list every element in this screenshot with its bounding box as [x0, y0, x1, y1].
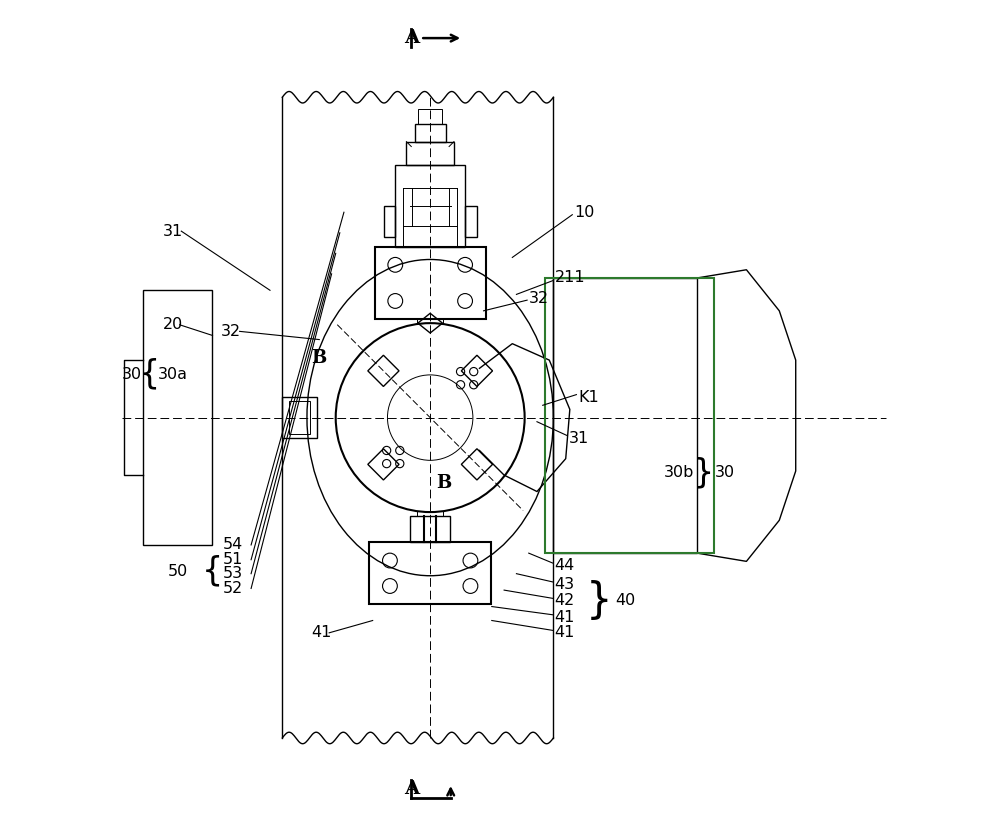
Bar — [384, 206, 395, 237]
Text: 54: 54 — [222, 538, 243, 552]
Text: B: B — [437, 475, 452, 492]
Bar — [395, 165, 465, 246]
Text: }: } — [585, 580, 612, 622]
Text: 44: 44 — [554, 558, 574, 573]
Bar — [410, 516, 450, 543]
Text: 30: 30 — [122, 366, 142, 381]
Text: B: B — [312, 350, 327, 367]
Text: {: { — [202, 555, 223, 588]
Text: 20: 20 — [163, 318, 183, 332]
Bar — [369, 543, 491, 604]
Text: 30a: 30a — [157, 366, 187, 381]
Bar — [282, 397, 317, 438]
Text: 53: 53 — [222, 566, 242, 581]
Text: 32: 32 — [221, 324, 241, 339]
Text: {: { — [139, 357, 160, 390]
Text: 40: 40 — [615, 593, 635, 609]
Text: 31: 31 — [569, 431, 589, 446]
Text: 32: 32 — [529, 291, 549, 306]
Text: 41: 41 — [311, 625, 331, 640]
Bar — [375, 246, 486, 319]
Bar — [553, 278, 697, 553]
Text: 52: 52 — [222, 581, 243, 596]
Text: 51: 51 — [222, 552, 243, 567]
Text: K1: K1 — [578, 390, 599, 404]
Bar — [289, 401, 310, 434]
Text: 43: 43 — [554, 577, 574, 592]
Bar — [143, 290, 212, 545]
Bar — [465, 206, 477, 237]
Text: }: } — [693, 457, 714, 489]
Text: 30b: 30b — [664, 465, 695, 480]
Text: 10: 10 — [574, 205, 594, 220]
Text: 50: 50 — [167, 564, 188, 579]
Text: 211: 211 — [555, 270, 586, 285]
Text: 31: 31 — [163, 223, 183, 239]
Text: 42: 42 — [554, 593, 574, 609]
Text: A: A — [404, 780, 419, 798]
Bar — [418, 108, 442, 123]
Text: 41: 41 — [554, 625, 575, 640]
Text: A: A — [404, 29, 419, 47]
Text: 30: 30 — [715, 465, 735, 480]
Bar — [545, 278, 714, 553]
Bar — [406, 141, 454, 165]
Bar — [415, 123, 446, 141]
Text: 41: 41 — [554, 609, 575, 624]
